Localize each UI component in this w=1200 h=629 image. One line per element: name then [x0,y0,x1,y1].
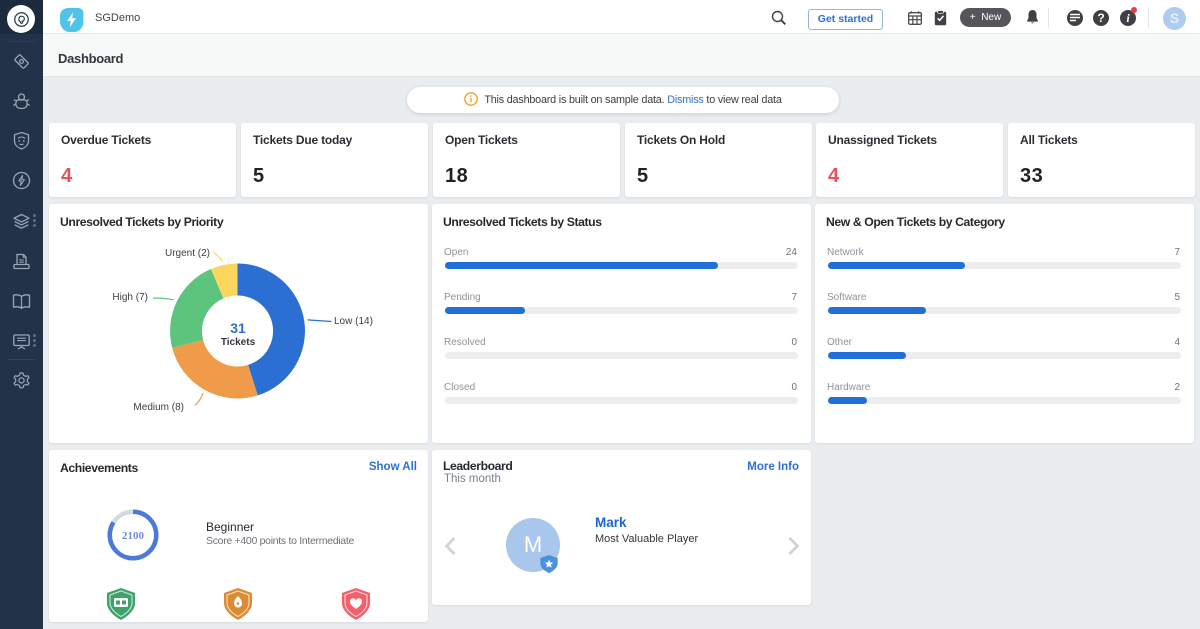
svg-text:Urgent (2): Urgent (2) [165,248,210,259]
svg-text:High (7): High (7) [112,292,148,303]
svg-text:Low (14): Low (14) [334,316,373,327]
svg-text:31: 31 [230,320,246,336]
svg-text:2100: 2100 [122,530,145,542]
svg-text:Medium (8): Medium (8) [133,402,184,413]
svg-text:Tickets: Tickets [221,337,256,348]
